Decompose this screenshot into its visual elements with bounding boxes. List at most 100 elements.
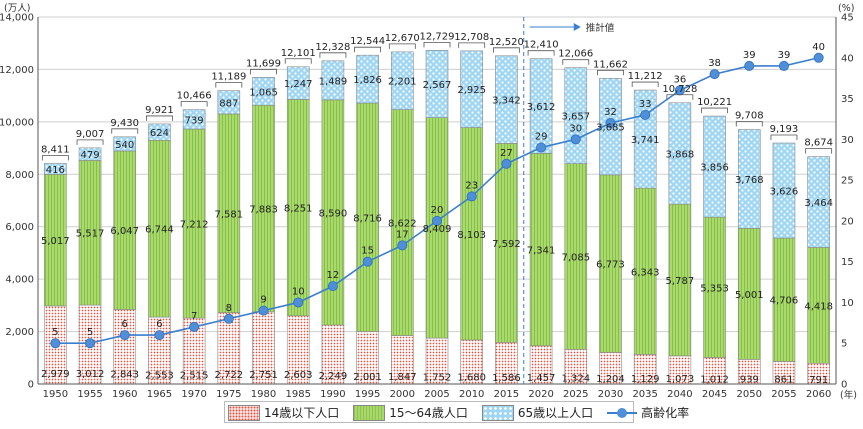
right-tick-label: 15 — [841, 257, 854, 268]
value-label-work: 7,085 — [561, 252, 590, 263]
total-bracket — [215, 82, 243, 88]
legend-swatch-young — [228, 404, 260, 421]
aging-rate-point — [327, 281, 338, 292]
bar-segment-old — [391, 51, 414, 110]
value-label-old: 3,868 — [666, 149, 695, 160]
value-label-work: 5,353 — [700, 283, 729, 294]
aging-rate-point — [223, 313, 234, 324]
aging-rate-label: 36 — [674, 74, 687, 85]
value-label-young: 2,722 — [215, 370, 244, 381]
aging-rate-point — [50, 338, 61, 349]
right-tick-label: 25 — [841, 176, 854, 187]
value-label-work: 7,581 — [215, 209, 244, 220]
category-label: 2050 — [737, 389, 762, 400]
value-label-old: 2,201 — [388, 77, 417, 88]
value-label-young: 2,603 — [284, 370, 313, 381]
right-tick-label: 0 — [841, 380, 847, 391]
value-label-young: 1,847 — [388, 372, 417, 383]
value-label-old: 3,768 — [735, 175, 764, 186]
total-bracket — [111, 128, 139, 134]
category-label: 2015 — [494, 389, 519, 400]
total-label: 11,212 — [628, 71, 663, 82]
aging-rate-label: 32 — [604, 107, 617, 118]
aging-rate-label: 15 — [361, 246, 374, 257]
total-bracket — [805, 148, 833, 154]
aging-rate-point — [605, 118, 616, 129]
category-label: 1980 — [251, 389, 276, 400]
value-label-young: 939 — [740, 375, 759, 386]
total-bracket — [41, 155, 69, 161]
total-bracket — [388, 43, 416, 49]
aging-rate-label: 17 — [396, 229, 409, 240]
aging-rate-point — [466, 191, 477, 202]
legend-label-young: 14歳以下人口 — [264, 406, 340, 420]
bar-segment-old — [425, 50, 449, 118]
aging-rate-point — [640, 109, 651, 120]
value-label-young: 791 — [809, 375, 828, 386]
right-tick-label: 45 — [841, 13, 854, 24]
aging-rate-label: 6 — [122, 319, 128, 330]
bar-segment-old — [633, 89, 657, 189]
value-label-work: 8,716 — [353, 213, 382, 224]
value-label-old: 416 — [46, 165, 65, 176]
legend: 14歳以下人口 15～64歳人口 65歳以上人口 高齢化率 — [228, 404, 703, 421]
total-label: 12,410 — [524, 40, 559, 51]
bar-segment-old — [564, 67, 588, 164]
total-label: 12,708 — [454, 32, 489, 43]
category-label: 2025 — [563, 389, 588, 400]
bar-segment-old — [807, 156, 830, 248]
value-label-young: 2,515 — [180, 370, 209, 381]
total-bracket — [458, 42, 486, 48]
bar-segment-old — [321, 60, 345, 101]
aging-rate-label: 39 — [778, 50, 791, 61]
total-label: 9,708 — [735, 111, 764, 122]
aging-rate-point — [293, 297, 304, 308]
total-label: 9,193 — [770, 124, 799, 135]
value-label-old: 739 — [185, 115, 204, 126]
total-bracket — [423, 41, 451, 48]
left-tick-label: 4,000 — [5, 275, 34, 286]
category-label: 2060 — [806, 389, 831, 400]
value-label-old: 3,856 — [700, 163, 729, 174]
left-tick-label: 10,000 — [0, 117, 34, 128]
bar-segment-old — [703, 115, 726, 218]
total-bracket — [631, 81, 659, 88]
aging-rate-point — [258, 305, 269, 316]
left-unit-label: (万人) — [4, 3, 30, 14]
value-label-work: 8,103 — [457, 230, 486, 241]
category-label: 2040 — [667, 389, 692, 400]
aging-rate-point — [813, 52, 824, 63]
aging-rate-label: 38 — [708, 58, 721, 69]
value-label-work: 8,409 — [423, 224, 452, 235]
right-tick-label: 40 — [841, 53, 854, 64]
category-label: 1990 — [320, 389, 345, 400]
legend-label-old: 65歳以上人口 — [517, 406, 594, 420]
left-tick-label: 8,000 — [5, 170, 34, 181]
aging-rate-label: 23 — [465, 180, 478, 191]
category-label: 2030 — [598, 389, 623, 400]
total-bracket — [527, 50, 555, 56]
total-label: 12,328 — [315, 42, 350, 53]
value-label-young: 2,843 — [110, 370, 139, 381]
aging-rate-point — [501, 158, 512, 169]
value-label-work: 5,787 — [666, 276, 695, 287]
value-label-work: 6,744 — [145, 225, 174, 236]
right-tick-label: 10 — [841, 298, 854, 309]
value-label-old: 624 — [150, 128, 169, 139]
bars-layer — [44, 50, 830, 385]
bar-segment-old — [460, 50, 483, 128]
aging-rate-point — [570, 134, 581, 145]
bar-segment-old — [252, 77, 275, 106]
value-label-young: 1,073 — [666, 374, 695, 385]
total-bracket — [76, 139, 104, 145]
value-label-young: 2,249 — [319, 371, 348, 382]
aging-rate-point — [85, 338, 96, 349]
value-label-young: 861 — [774, 375, 793, 386]
category-label: 2035 — [632, 389, 657, 400]
bar-segment-old — [737, 129, 761, 229]
value-label-old: 3,685 — [596, 123, 625, 134]
value-label-old: 1,065 — [249, 87, 278, 98]
value-label-old: 1,826 — [353, 75, 382, 86]
total-bracket — [250, 68, 277, 75]
